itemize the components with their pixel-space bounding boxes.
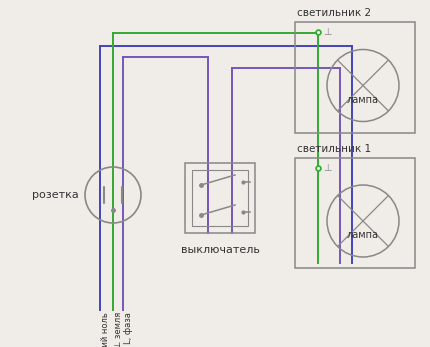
Text: ⊥: ⊥ [323, 163, 332, 173]
Bar [185, 163, 255, 233]
Bar [295, 22, 415, 133]
Text: лампа: лампа [347, 230, 379, 240]
Text: розетка: розетка [32, 190, 79, 200]
Text: L, фаза: L, фаза [124, 312, 133, 344]
Text: N, рабочий ноль: N, рабочий ноль [101, 312, 110, 347]
Bar [192, 170, 248, 226]
Text: светильник 2: светильник 2 [297, 8, 371, 18]
Text: лампа: лампа [347, 94, 379, 104]
Text: ⊥ земля: ⊥ земля [114, 312, 123, 347]
Text: выключатель: выключатель [181, 245, 259, 255]
Text: ⊥: ⊥ [323, 27, 332, 37]
Text: светильник 1: светильник 1 [297, 144, 371, 154]
Bar [295, 158, 415, 268]
